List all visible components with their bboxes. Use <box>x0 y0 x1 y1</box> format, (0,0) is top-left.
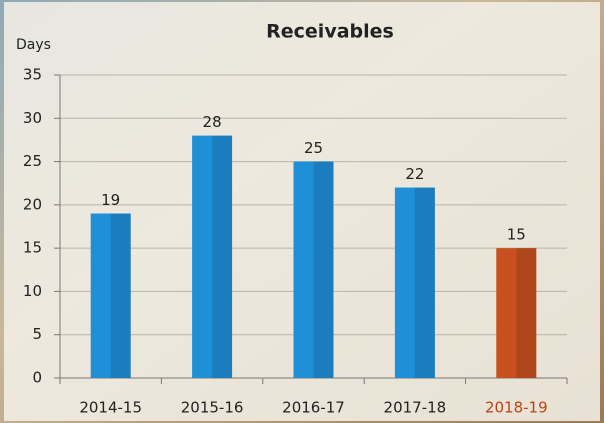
data-label: 28 <box>203 113 222 131</box>
y-tick-label: 15 <box>23 239 42 257</box>
y-tick-label: 0 <box>32 369 42 387</box>
data-label: 19 <box>101 191 120 209</box>
y-tick-label: 35 <box>23 66 42 84</box>
bar-shade <box>313 161 334 378</box>
bar <box>192 135 233 378</box>
x-tick-label: 2014-15 <box>79 399 142 417</box>
y-tick-label: 25 <box>23 152 42 170</box>
y-tick-label: 10 <box>23 282 42 300</box>
bar-shade <box>212 135 233 378</box>
data-label: 15 <box>507 226 526 244</box>
x-tick-label: 2017-18 <box>384 399 447 417</box>
x-tick-label: 2016-17 <box>282 399 345 417</box>
bar-shade <box>110 213 131 378</box>
y-axis-label: Days <box>16 37 51 53</box>
x-tick-label: 2015-16 <box>181 399 244 417</box>
y-tick-label: 5 <box>32 325 42 343</box>
bar <box>394 187 435 378</box>
y-tick-label: 30 <box>23 109 42 127</box>
bar-shade <box>414 187 435 378</box>
bar <box>496 248 537 378</box>
bar <box>90 213 131 378</box>
y-tick-label: 20 <box>23 195 42 213</box>
data-label: 22 <box>405 165 424 183</box>
bar <box>293 161 334 378</box>
x-tick-label: 2018-19 <box>485 399 548 417</box>
chart-title: Receivables <box>266 21 394 43</box>
data-label: 25 <box>304 139 323 157</box>
bar-shade <box>516 248 537 378</box>
